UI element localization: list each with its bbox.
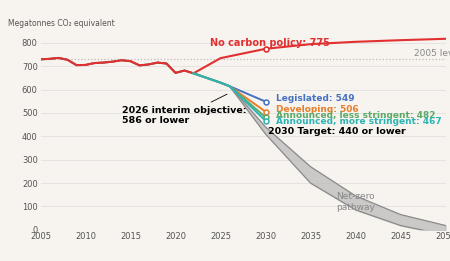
Text: Announced, less stringent: 482: Announced, less stringent: 482 <box>276 111 436 120</box>
Text: Announced, more stringent: 467: Announced, more stringent: 467 <box>276 117 442 126</box>
Text: 2005 level: 2005 level <box>414 49 450 58</box>
Text: 2030 Target: 440 or lower: 2030 Target: 440 or lower <box>268 127 406 136</box>
Text: Net-zero
pathway: Net-zero pathway <box>336 192 375 212</box>
Text: 2026 interim objective:
586 or lower: 2026 interim objective: 586 or lower <box>122 94 246 126</box>
Text: Legislated: 549: Legislated: 549 <box>276 94 355 104</box>
Text: Megatonnes CO₂ equivalent: Megatonnes CO₂ equivalent <box>8 19 115 28</box>
Text: Developing: 506: Developing: 506 <box>276 105 359 114</box>
Text: No carbon policy: 775: No carbon policy: 775 <box>210 38 330 48</box>
